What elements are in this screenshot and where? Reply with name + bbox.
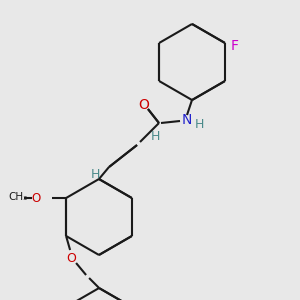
Text: H: H — [150, 130, 160, 143]
Text: H: H — [194, 118, 204, 131]
Text: CH₃: CH₃ — [8, 192, 28, 202]
Text: F: F — [231, 39, 239, 53]
Text: H: H — [90, 169, 100, 182]
Text: O: O — [32, 191, 41, 205]
Text: N: N — [182, 113, 192, 127]
Text: O: O — [66, 251, 76, 265]
Text: O: O — [139, 98, 149, 112]
